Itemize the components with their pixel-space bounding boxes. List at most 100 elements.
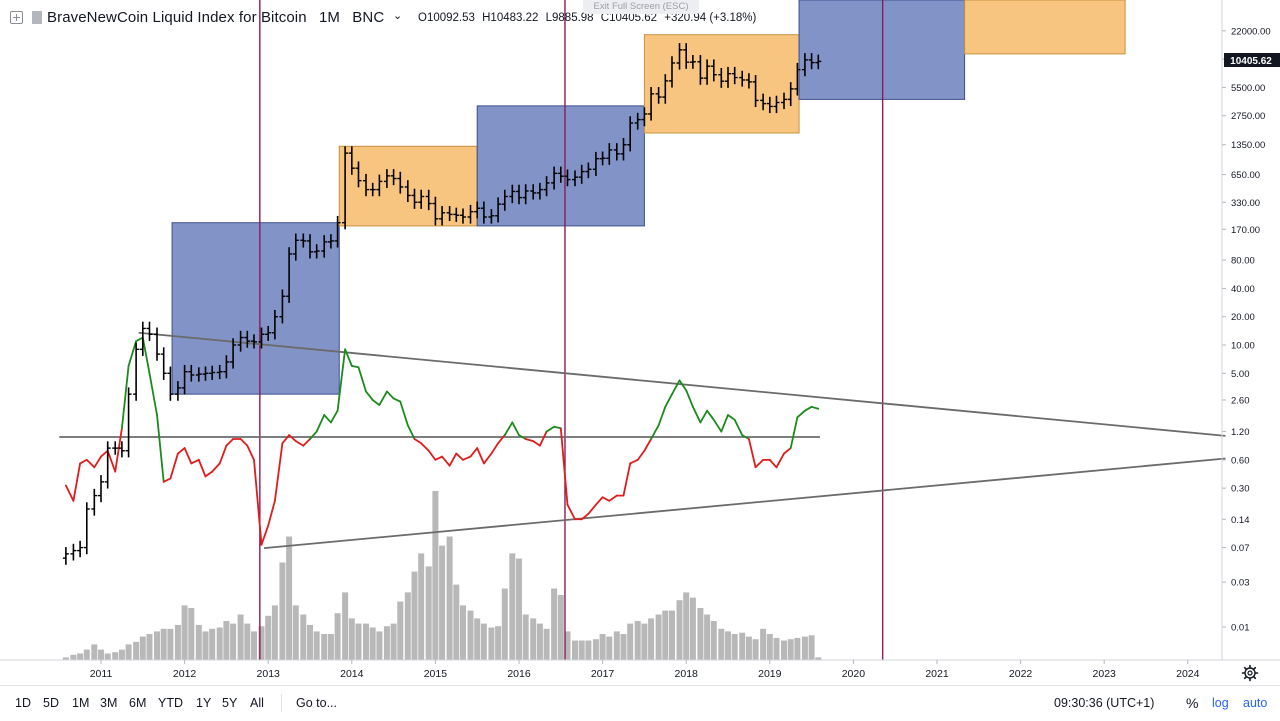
range-all-button[interactable]: All <box>250 696 264 710</box>
oscillator-segment <box>177 447 186 455</box>
auto-scale-button[interactable]: auto <box>1243 696 1268 710</box>
oscillator-segment <box>783 447 792 455</box>
volume-bar <box>634 621 641 660</box>
volume-bar <box>216 627 223 660</box>
volume-bar <box>181 605 188 660</box>
volume-bar <box>209 628 216 660</box>
price-tick-label: 10.00 <box>1231 341 1255 352</box>
price-axis[interactable]: 22000.0011000.005500.002750.001350.00650… <box>1222 26 1271 634</box>
chevron-down-icon[interactable]: ⌄ <box>393 10 403 22</box>
volume-bar <box>516 558 522 660</box>
oscillator-segment <box>699 409 708 424</box>
volume-bar <box>522 614 529 660</box>
volume-bar <box>718 628 725 660</box>
oscillator-segment <box>636 449 646 461</box>
plus-square-icon[interactable] <box>10 11 23 24</box>
symbol-title[interactable]: BraveNewCoin Liquid Index for Bitcoin 1M… <box>47 9 384 26</box>
oscillator-segment <box>413 438 423 445</box>
oscillator-segment <box>225 438 234 447</box>
oscillator-segment <box>476 447 485 465</box>
log-scale-button[interactable]: log <box>1212 696 1229 710</box>
volume-bar <box>342 592 349 660</box>
volume-bar <box>258 626 265 660</box>
price-tick-label: 170.00 <box>1231 225 1260 236</box>
range-1d-button[interactable]: 1D <box>15 696 31 710</box>
oscillator-segment <box>462 455 472 461</box>
range-6m-button[interactable]: 6M <box>129 696 147 710</box>
oscillator-segment <box>156 414 165 483</box>
range-3m-button[interactable]: 3M <box>100 696 118 710</box>
oscillator-segment <box>267 499 276 527</box>
volume-bar <box>383 626 390 660</box>
range-5y-button[interactable]: 5Y <box>222 696 238 710</box>
time-tick-label: 2019 <box>758 668 782 680</box>
volume-bar <box>244 623 251 660</box>
percent-scale-button[interactable]: % <box>1186 695 1199 711</box>
volume-bar <box>425 566 432 660</box>
oscillator-segment <box>72 462 81 502</box>
time-tick-label: 2020 <box>842 668 866 680</box>
oscillator-segment <box>371 399 381 406</box>
time-tick-label: 2016 <box>507 668 531 680</box>
volume-bar <box>627 623 634 660</box>
ohlc-low: L9885.98 <box>545 12 594 24</box>
volume-bar <box>139 636 146 660</box>
volume-bar <box>662 610 669 660</box>
volume-bar <box>279 562 286 660</box>
volume-bar <box>655 614 662 660</box>
range-1y-button[interactable]: 1Y <box>196 696 212 710</box>
volume-bar <box>271 605 278 660</box>
volume-bar <box>794 637 801 660</box>
time-tick-label: 2013 <box>257 668 281 680</box>
volume-bar <box>787 639 794 660</box>
oscillator-layer <box>64 336 820 546</box>
oscillator-segment <box>273 442 284 502</box>
oscillator-segment <box>524 438 535 442</box>
volume-bar <box>70 654 77 660</box>
volume-bar <box>760 628 767 660</box>
volume-bar <box>641 623 648 660</box>
oscillator-segment <box>691 405 702 424</box>
oscillator-segment <box>350 364 360 369</box>
volume-bar <box>363 623 370 660</box>
volume-bar <box>439 545 446 660</box>
gear-icon[interactable] <box>1241 664 1259 682</box>
oscillator-segment <box>253 458 263 546</box>
oscillator-segment <box>190 458 200 465</box>
clock-display[interactable]: 09:30:36 (UTC+1) <box>1054 696 1155 710</box>
range-1m-button[interactable]: 1M <box>72 696 90 710</box>
price-tick-label: 5.00 <box>1231 369 1250 380</box>
oscillator-segment <box>518 434 527 440</box>
oscillator-segment <box>678 379 688 392</box>
last-price-text: 10405.62 <box>1230 56 1272 67</box>
oscillator-segment <box>441 455 451 467</box>
volume-bar <box>91 644 98 660</box>
range-ytd-button[interactable]: YTD <box>158 696 183 710</box>
range-5d-button[interactable]: 5D <box>43 696 59 710</box>
oscillator-segment <box>294 440 305 447</box>
exit-fullscreen-button[interactable]: Exit Full Screen (ESC) <box>583 0 699 14</box>
oscillator-segment <box>239 438 249 447</box>
price-tick-label: 0.60 <box>1231 455 1250 466</box>
oscillator-segment <box>79 458 88 465</box>
time-axis[interactable]: 2011 2012 2013 2014 2015 2016 2017 2018 2019 2020… <box>90 660 1200 680</box>
oscillator-segment <box>386 390 395 400</box>
interval-label[interactable]: 1M <box>318 9 340 26</box>
volume-bar <box>307 624 313 660</box>
volume-bar <box>488 627 495 660</box>
blue-zone-box <box>798 0 966 100</box>
volume-bar <box>62 657 69 660</box>
price-tick-label: 2.60 <box>1231 395 1250 406</box>
ohlc-high: H10483.22 <box>482 12 539 24</box>
oscillator-segment <box>754 458 765 469</box>
oscillator-segment <box>657 405 667 427</box>
volume-bar <box>265 615 272 660</box>
volume-bar <box>98 649 104 660</box>
last-price-label: 10405.62 <box>1224 53 1280 67</box>
volume-bar <box>453 584 460 660</box>
oscillator-segment <box>197 458 207 478</box>
oscillator-segment <box>733 418 744 437</box>
goto-button[interactable]: Go to... <box>296 696 337 710</box>
volume-bar <box>648 618 655 660</box>
